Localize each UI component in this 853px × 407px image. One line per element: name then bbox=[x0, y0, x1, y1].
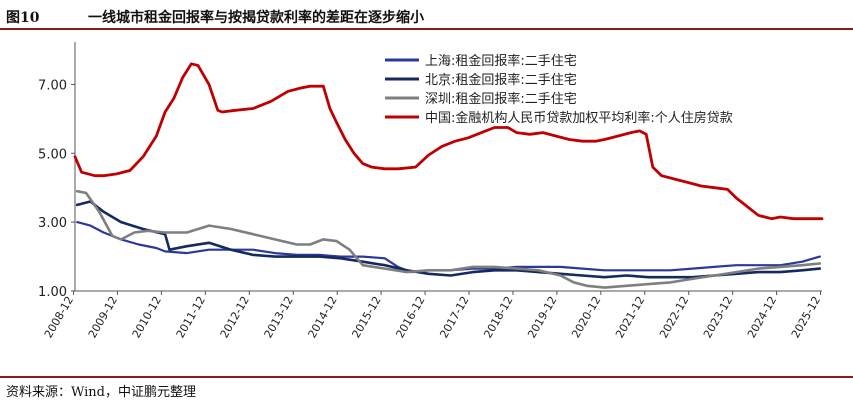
x-tick-label: 2020-12 bbox=[569, 294, 603, 340]
figure-number: 图10 bbox=[6, 10, 40, 26]
legend-label-3: 深圳:租金回报率:二手住宅 bbox=[425, 91, 577, 107]
legend-label-2: 北京:租金回报率:二手住宅 bbox=[425, 72, 577, 88]
y-tick-label: 5.00 bbox=[38, 147, 67, 162]
series-line-4 bbox=[73, 62, 824, 221]
x-tick-label: 2018-12 bbox=[481, 294, 515, 340]
x-tick-label: 2013-12 bbox=[262, 294, 296, 340]
series-line-3 bbox=[75, 189, 822, 289]
y-tick-label: 3.00 bbox=[38, 216, 67, 231]
figure-title: 一线城市租金回报率与按揭贷款利率的差距在逐步缩小 bbox=[88, 10, 424, 26]
x-tick-label: 2009-12 bbox=[86, 294, 120, 340]
y-tick-label: 7.00 bbox=[38, 78, 67, 93]
x-tick-label: 2025-12 bbox=[789, 294, 823, 340]
bottom-rule bbox=[0, 376, 853, 378]
figure-header: 图10 一线城市租金回报率与按揭贷款利率的差距在逐步缩小 bbox=[6, 5, 846, 29]
x-tick-label: 2019-12 bbox=[525, 294, 559, 340]
x-tick-label: 2024-12 bbox=[745, 294, 779, 340]
y-tick-label: 1.00 bbox=[38, 285, 67, 300]
x-tick-label: 2022-12 bbox=[657, 294, 691, 340]
x-tick-label: 2010-12 bbox=[130, 294, 164, 340]
x-tick-label: 2021-12 bbox=[613, 294, 647, 340]
series-line-2 bbox=[75, 200, 822, 279]
x-tick-label: 2011-12 bbox=[174, 294, 208, 340]
x-tick-label: 2015-12 bbox=[349, 294, 383, 340]
legend-label-4: 中国:金融机构人民币贷款加权平均利率:个人住房贷款 bbox=[425, 110, 733, 126]
legend-label-1: 上海:租金回报率:二手住宅 bbox=[425, 53, 577, 69]
top-rule bbox=[0, 28, 853, 30]
x-tick-label: 2017-12 bbox=[437, 294, 471, 340]
x-tick-label: 2008-12 bbox=[42, 294, 76, 340]
x-tick-label: 2014-12 bbox=[306, 294, 340, 340]
source-note: 资料来源：Wind，中证鹏元整理 bbox=[6, 385, 196, 400]
x-tick-label: 2012-12 bbox=[218, 294, 252, 340]
x-tick-label: 2016-12 bbox=[393, 294, 427, 340]
x-tick-label: 2023-12 bbox=[701, 294, 735, 340]
line-chart: 1.00 3.00 5.00 7.00 2008-12 2009-12 2010-12 201… bbox=[38, 42, 824, 340]
